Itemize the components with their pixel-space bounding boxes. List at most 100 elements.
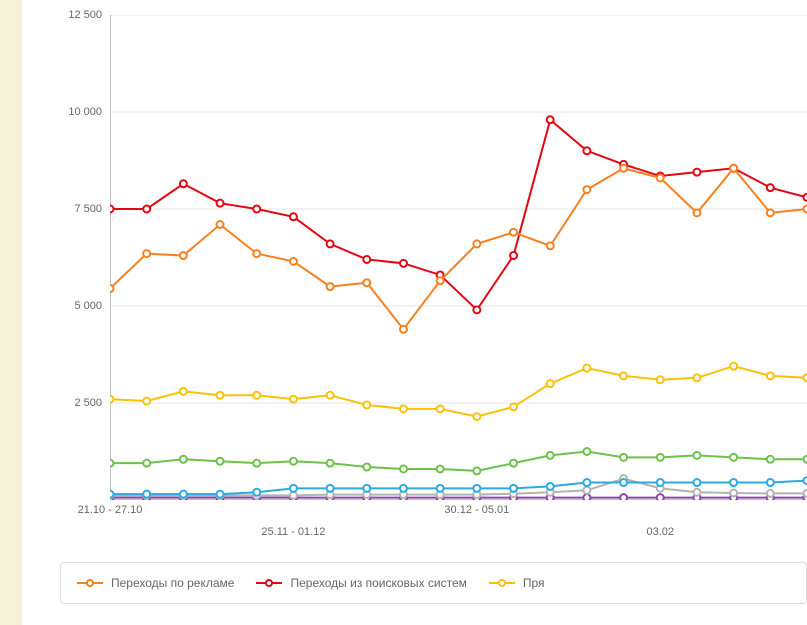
series-line — [110, 452, 807, 471]
series-marker — [767, 479, 774, 486]
series-marker — [180, 491, 187, 498]
series-marker — [620, 454, 627, 461]
series-marker — [143, 398, 150, 405]
series-marker — [290, 396, 297, 403]
series-marker — [217, 221, 224, 228]
series-marker — [327, 392, 334, 399]
series-marker — [510, 229, 517, 236]
series-marker — [547, 380, 554, 387]
series-marker — [290, 458, 297, 465]
series-marker — [583, 487, 590, 494]
series-marker — [804, 477, 807, 484]
series-marker — [730, 479, 737, 486]
plot-svg — [110, 15, 807, 500]
series-marker — [693, 374, 700, 381]
series-marker — [253, 250, 260, 257]
series-marker — [583, 186, 590, 193]
series-marker — [253, 489, 260, 496]
series-marker — [110, 396, 114, 403]
series-marker — [693, 169, 700, 176]
series-marker — [400, 485, 407, 492]
series-marker — [767, 209, 774, 216]
series-marker — [437, 485, 444, 492]
series-marker — [547, 452, 554, 459]
series-marker — [620, 494, 627, 500]
x-tick-label: 03.02 — [646, 526, 674, 538]
series-marker — [767, 490, 774, 497]
series-marker — [583, 365, 590, 372]
series-marker — [657, 454, 664, 461]
y-tick-label: 2 500 — [74, 397, 102, 409]
series-marker — [657, 479, 664, 486]
series-marker — [510, 403, 517, 410]
legend-label: Переходы из поисковых систем — [290, 576, 466, 590]
series-marker — [363, 401, 370, 408]
series-marker — [327, 460, 334, 467]
series-marker — [730, 490, 737, 497]
series-marker — [693, 452, 700, 459]
series-marker — [547, 242, 554, 249]
series-marker — [143, 491, 150, 498]
series-marker — [110, 206, 114, 213]
series-marker — [583, 448, 590, 455]
series-marker — [217, 491, 224, 498]
series-marker — [217, 392, 224, 399]
series-marker — [620, 165, 627, 172]
series-marker — [657, 174, 664, 181]
series-marker — [180, 456, 187, 463]
series-marker — [620, 372, 627, 379]
series-marker — [400, 405, 407, 412]
series-marker — [730, 454, 737, 461]
series-marker — [143, 460, 150, 467]
series-marker — [583, 479, 590, 486]
series-marker — [547, 483, 554, 490]
chart-legend: Переходы по рекламе Переходы из поисковых… — [60, 562, 807, 604]
series-line — [110, 168, 807, 329]
series-marker — [473, 413, 480, 420]
series-marker — [363, 464, 370, 471]
series-marker — [693, 479, 700, 486]
series-marker — [327, 485, 334, 492]
x-tick-label: 30.12 - 05.01 — [444, 504, 509, 516]
series-marker — [437, 277, 444, 284]
series-marker — [400, 326, 407, 333]
series-marker — [290, 485, 297, 492]
series-marker — [583, 494, 590, 500]
legend-item[interactable]: Переходы из поисковых систем — [256, 576, 466, 590]
series-marker — [110, 491, 114, 498]
y-tick-label: 10 000 — [68, 106, 102, 118]
series-marker — [180, 252, 187, 259]
legend-item[interactable]: Пря — [489, 576, 545, 590]
series-marker — [437, 465, 444, 472]
series-marker — [767, 372, 774, 379]
x-axis-labels: 21.10 - 27.1025.11 - 01.1230.12 - 05.010… — [110, 504, 807, 549]
series-marker — [217, 458, 224, 465]
series-marker — [400, 465, 407, 472]
series-marker — [693, 209, 700, 216]
series-marker — [400, 260, 407, 267]
y-tick-label: 5 000 — [74, 300, 102, 312]
series-marker — [143, 250, 150, 257]
series-marker — [290, 258, 297, 265]
plot-area — [110, 15, 807, 500]
series-marker — [110, 460, 114, 467]
series-marker — [363, 279, 370, 286]
series-line — [110, 366, 807, 416]
series-marker — [547, 116, 554, 123]
series-marker — [253, 206, 260, 213]
legend-item[interactable]: Переходы по рекламе — [77, 576, 234, 590]
series-marker — [110, 285, 114, 292]
series-marker — [290, 492, 297, 499]
series-marker — [290, 213, 297, 220]
series-marker — [327, 240, 334, 247]
series-marker — [363, 256, 370, 263]
series-line — [110, 120, 807, 310]
y-tick-label: 12 500 — [68, 9, 102, 21]
series-marker — [510, 485, 517, 492]
series-marker — [804, 206, 807, 213]
legend-label: Пря — [523, 576, 545, 590]
series-marker — [473, 306, 480, 313]
series-marker — [730, 363, 737, 370]
series-marker — [804, 374, 807, 381]
series-marker — [253, 460, 260, 467]
